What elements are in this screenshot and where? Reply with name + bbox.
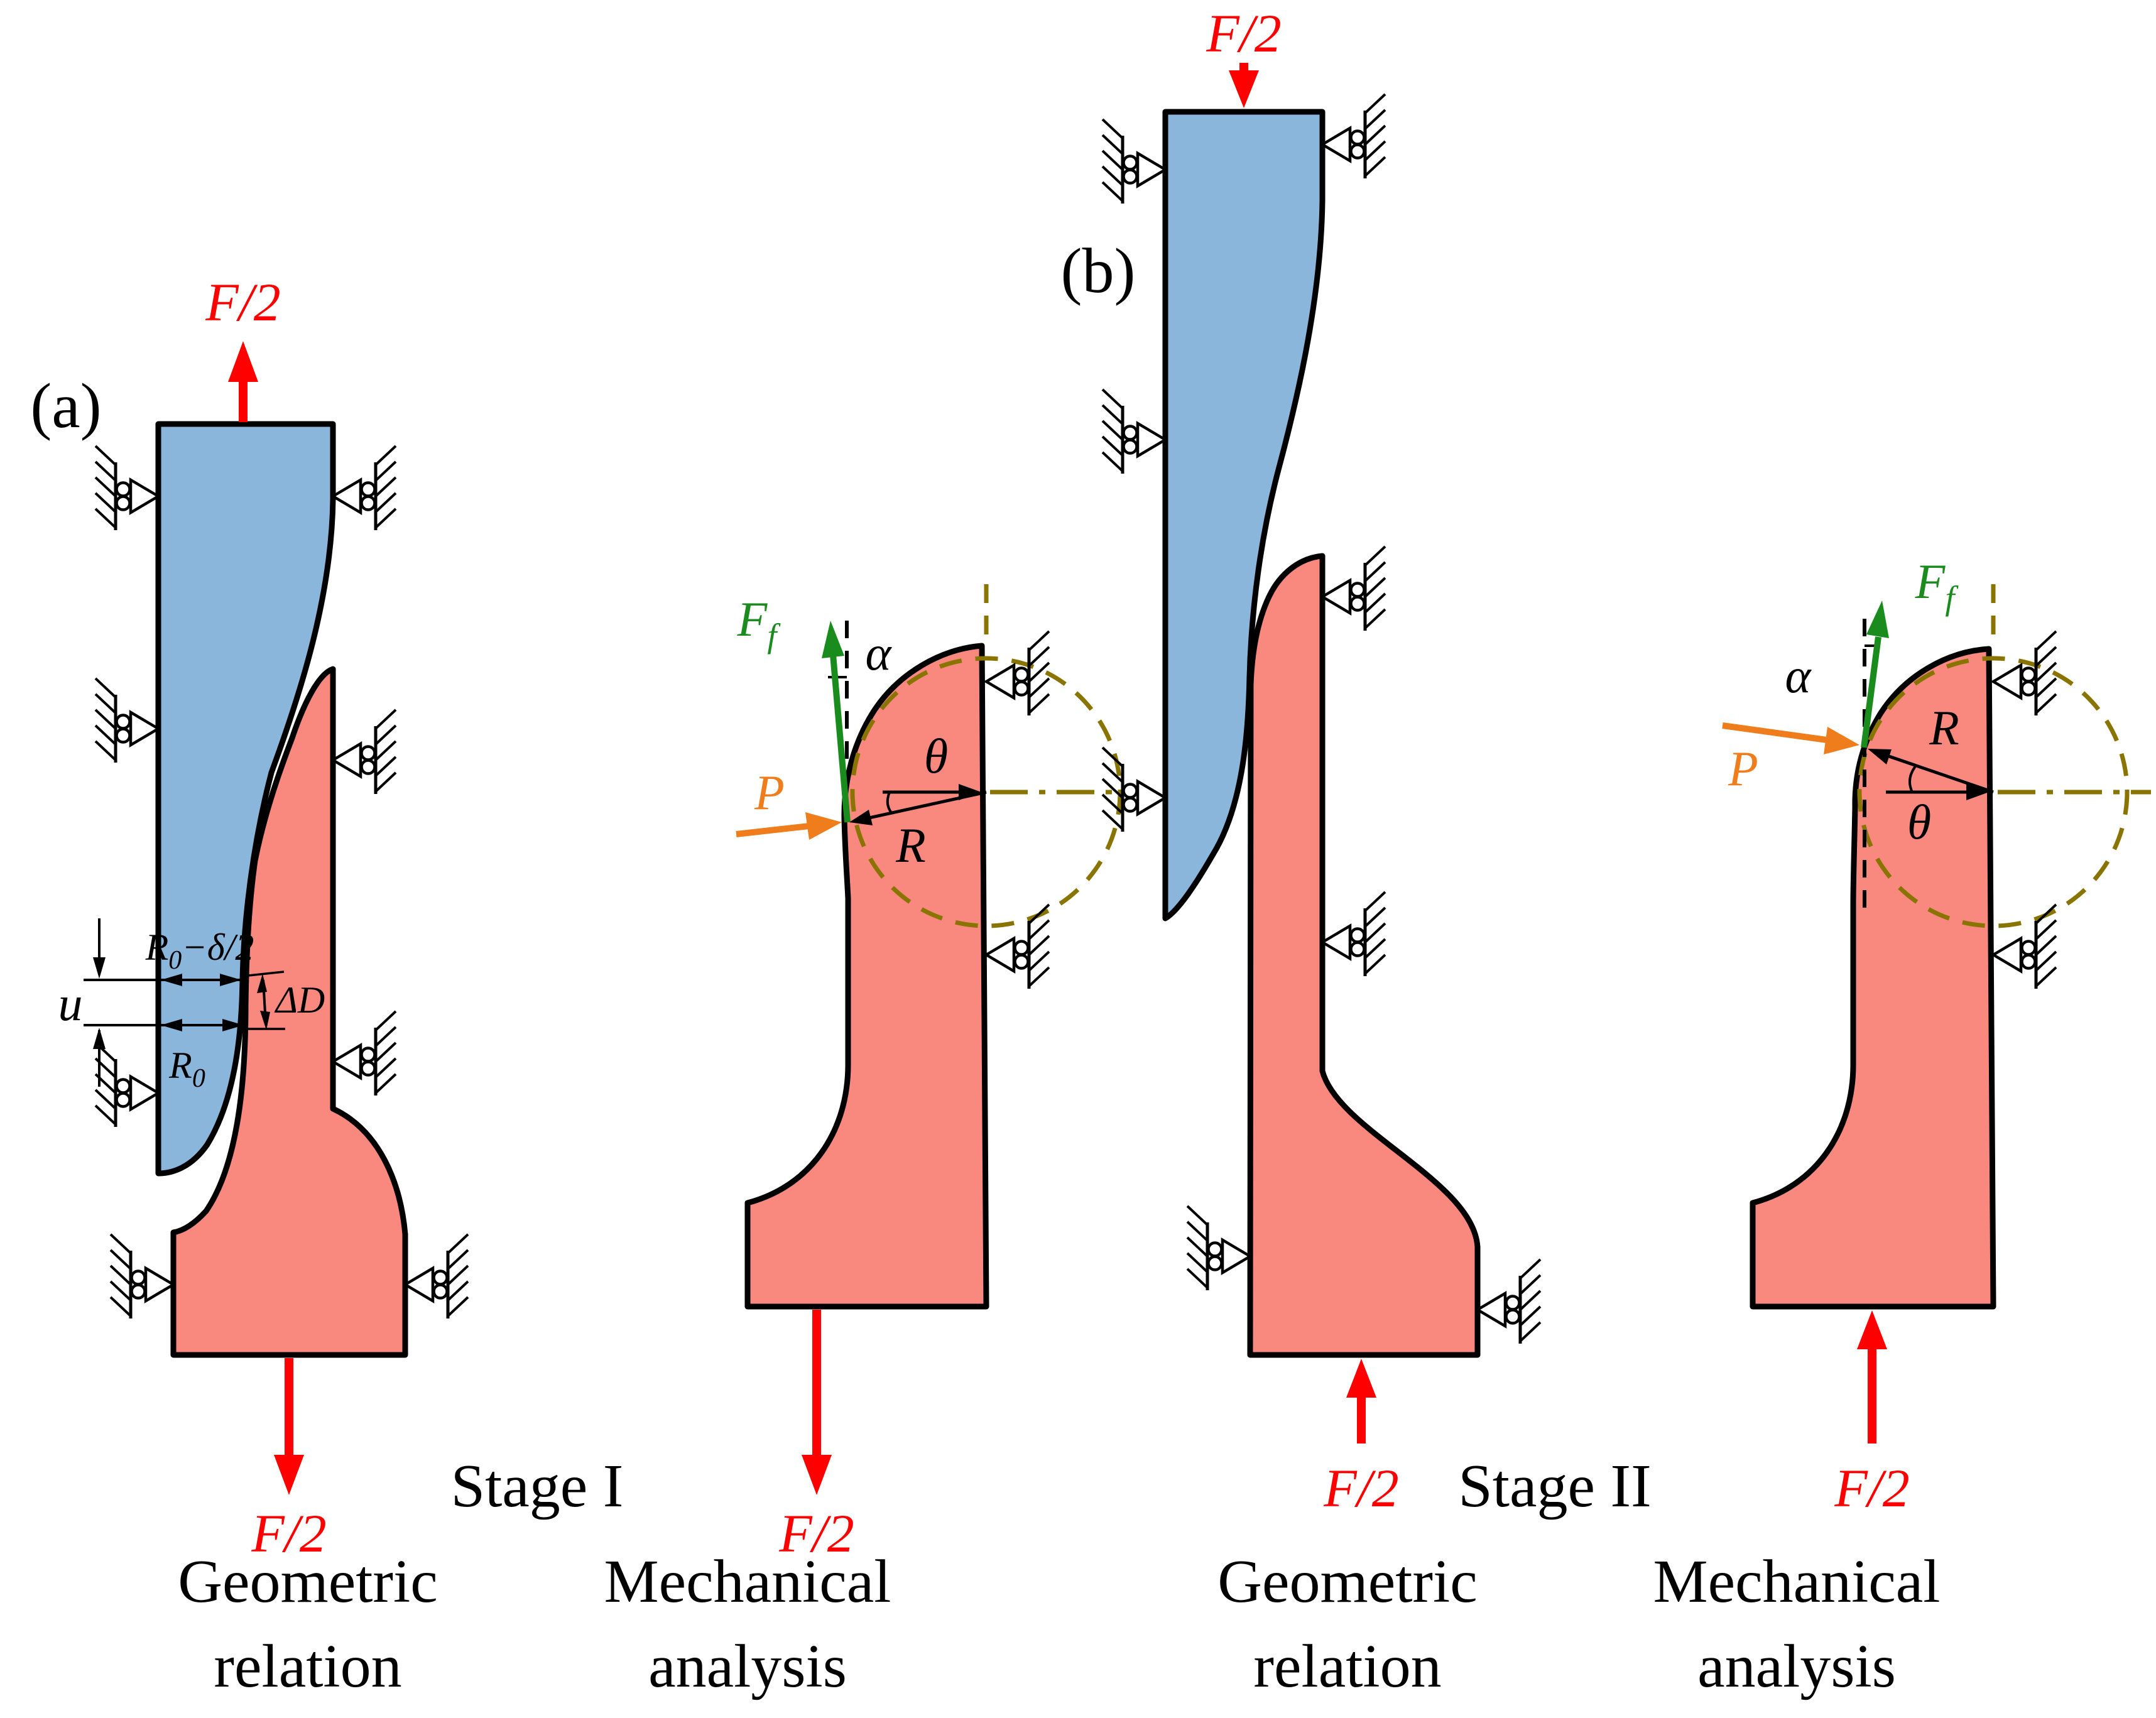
- alpha-label-b: α: [1785, 648, 1812, 703]
- friction-force-arrow-b: [1861, 601, 1889, 748]
- stage-two-caption: Stage II: [1458, 1452, 1652, 1520]
- panel-a-geometric: F/2 F/2: [58, 272, 469, 1700]
- caption-b-geo-2: relation: [1253, 1633, 1441, 1700]
- force-arrow-down-a-geo: [274, 1358, 304, 1495]
- roller-support: [1187, 1206, 1250, 1290]
- force-arrow-down-b-geo: [1229, 63, 1259, 108]
- roller-support: [405, 1234, 468, 1318]
- dim-label-u: u: [58, 976, 83, 1031]
- caption-b-mech-1: Mechanical: [1653, 1548, 1940, 1616]
- force-label-top-a-geo: F/2: [205, 272, 280, 332]
- force-arrow-up-b-geo: [1346, 1359, 1376, 1443]
- caption-b-geo-1: Geometric: [1217, 1548, 1478, 1616]
- panel-b-geometric: F/2 F/2 Geometric relation: [1102, 3, 1540, 1700]
- roller-support: [1102, 389, 1165, 474]
- caption-a-mech-2: analysis: [648, 1633, 847, 1700]
- roller-support: [1478, 1259, 1540, 1344]
- blue-part-b: [1162, 109, 1326, 922]
- force-label-bottom-b-mech: F/2: [1834, 1458, 1909, 1518]
- theta-label-b: θ: [1907, 795, 1931, 849]
- radius-label-b: R: [1929, 700, 1959, 755]
- force-label-bottom-a-geo: F/2: [251, 1503, 326, 1563]
- contact-force-arrow-a: [736, 812, 842, 840]
- force-label-top-b-geo: F/2: [1206, 3, 1281, 63]
- roller-support: [1102, 748, 1165, 832]
- roller-support: [95, 678, 158, 763]
- theta-label-a: θ: [924, 729, 948, 783]
- roller-support: [333, 710, 396, 794]
- friction-label-b: Ff: [1915, 554, 1959, 617]
- friction-force-arrow-a: [822, 621, 851, 823]
- panel-a-mechanical: Ff α P θ R: [604, 584, 1145, 1700]
- dimension-annotations-a: [84, 918, 285, 1087]
- panel-b-mechanical: Ff α P R θ: [1653, 554, 2151, 1700]
- red-part-b: [1247, 553, 1481, 1358]
- roller-support: [111, 1234, 173, 1318]
- red-part-b-mech: [1750, 646, 1996, 1310]
- radius-theta-construction-b: [1868, 749, 1994, 800]
- contact-force-label-a: P: [754, 765, 785, 820]
- contact-force-arrow-b: [1722, 722, 1859, 754]
- alpha-label-a: α: [866, 626, 893, 680]
- roller-support: [1993, 631, 2056, 715]
- red-part-a: [170, 666, 408, 1358]
- roller-support: [986, 631, 1049, 715]
- roller-support: [1322, 892, 1385, 976]
- roller-support: [1322, 94, 1385, 178]
- force-label-bottom-b-geo: F/2: [1323, 1458, 1398, 1518]
- red-part-a-mech: [744, 643, 989, 1310]
- panel-b: (b) F/2 F/2: [1061, 3, 2151, 1700]
- dim-label-lower: R0: [168, 1045, 205, 1093]
- caption-a-geo-1: Geometric: [178, 1548, 438, 1616]
- dim-label-deltaD: ΔD: [275, 979, 325, 1021]
- radius-label-a: R: [895, 818, 926, 873]
- panel-a-label: (a): [30, 371, 101, 442]
- friction-label-a: Ff: [737, 592, 781, 655]
- panel-b-label: (b): [1061, 236, 1136, 307]
- force-arrow-down-a-mech: [802, 1310, 832, 1495]
- bump-radius-circle-b: [1857, 656, 2130, 928]
- dim-label-upper: R0−δ/2: [145, 927, 254, 975]
- caption-b-mech-2: analysis: [1697, 1633, 1896, 1700]
- roller-support: [1322, 546, 1385, 631]
- panel-a: (a) F/2 F/2: [30, 272, 1145, 1700]
- radius-theta-construction-a: [849, 784, 987, 825]
- roller-support: [333, 1011, 396, 1095]
- bump-radius-circle-a: [850, 656, 1123, 928]
- roller-support: [95, 446, 158, 530]
- roller-support: [333, 446, 396, 530]
- force-arrow-up-b-mech: [1857, 1310, 1887, 1443]
- stage-one-caption: Stage I: [451, 1452, 624, 1520]
- caption-a-mech-1: Mechanical: [604, 1548, 891, 1616]
- roller-support: [1102, 119, 1165, 204]
- roller-support: [95, 1043, 158, 1127]
- caption-a-geo-2: relation: [214, 1633, 401, 1700]
- force-arrow-up-a-geo: [228, 341, 258, 422]
- contact-force-label-b: P: [1728, 741, 1758, 796]
- force-label-bottom-a-mech: F/2: [778, 1503, 854, 1563]
